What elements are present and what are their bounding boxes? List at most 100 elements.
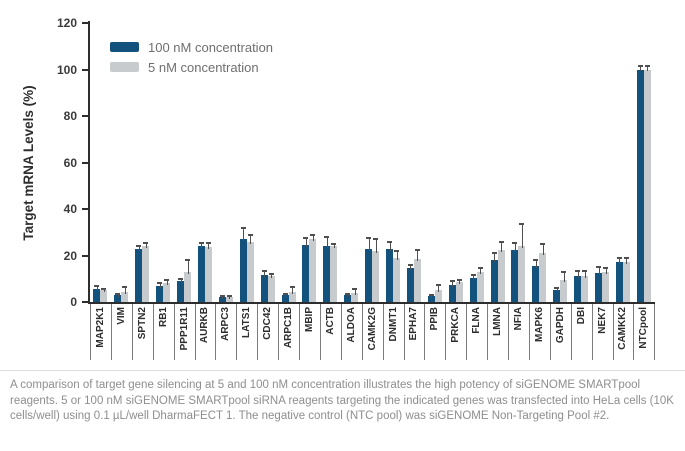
x-boundary-tick [403, 304, 405, 360]
y-tick [82, 254, 88, 257]
error-bar-cap [407, 263, 413, 266]
error-bar-line [459, 279, 461, 285]
error-bar-line [375, 239, 377, 253]
error-bar-cap [456, 278, 462, 281]
bar-100nm [448, 284, 456, 302]
bar-5nm [539, 253, 547, 302]
error-bar-cap [247, 233, 253, 236]
bar-100nm [177, 281, 185, 302]
error-bar-cap [519, 223, 525, 226]
error-bar-line [292, 286, 294, 294]
error-bar-cap [596, 266, 602, 269]
bar-100nm [239, 239, 247, 302]
error-bar-line [96, 285, 98, 292]
bar-5nm [204, 247, 212, 302]
bar-100nm [553, 290, 561, 302]
bar-100nm [93, 289, 101, 302]
error-bar-cap [282, 292, 288, 295]
bar-100nm [302, 245, 310, 302]
x-category-label: LATS1 [241, 307, 253, 338]
bar-5nm [622, 262, 630, 302]
error-bar-cap [205, 241, 211, 244]
chart-legend: 100 nM concentration 5 nM concentration [110, 37, 273, 77]
error-bar-cap [449, 280, 455, 283]
x-category-label: SPTN2 [136, 307, 148, 340]
bar-5nm [142, 246, 150, 302]
y-tick [82, 208, 88, 210]
bar-5nm [581, 276, 589, 302]
error-bar-line [473, 275, 475, 280]
error-bar-cap [164, 278, 170, 281]
bar-100nm [135, 248, 143, 302]
x-category-label: ALDOA [345, 307, 357, 343]
x-boundary-tick [110, 304, 112, 360]
x-category-label: EPHA7 [408, 307, 420, 341]
y-tick [82, 22, 88, 24]
error-bar-line [208, 242, 210, 250]
error-bar-cap [185, 259, 191, 262]
error-bar-cap [226, 295, 232, 298]
legend-swatch-100nm [110, 42, 139, 52]
y-tick-label: 100 [56, 62, 77, 77]
x-category-label: CDC42 [262, 307, 274, 340]
error-bar-cap [268, 273, 274, 276]
error-bar-line [117, 294, 119, 298]
error-bar-cap [240, 226, 246, 229]
bar-100nm [281, 295, 289, 302]
error-bar-line [640, 66, 642, 72]
error-bar-cap [582, 269, 588, 272]
error-bar-line [159, 283, 161, 288]
error-bar-cap [637, 65, 643, 67]
bar-100nm [260, 275, 268, 302]
x-category-label: LMNA [492, 307, 504, 336]
error-bar-line [647, 66, 649, 72]
error-bar-line [577, 270, 579, 279]
x-category-label: VIM [115, 307, 127, 325]
x-boundary-tick [508, 304, 509, 360]
error-bar-line [187, 260, 189, 274]
bar-100nm [218, 297, 226, 302]
bar-5nm [413, 258, 421, 302]
error-bar-line [501, 241, 503, 252]
error-bar-line [138, 246, 140, 251]
bar-5nm [330, 246, 338, 302]
error-bar-cap [491, 252, 497, 255]
error-bar-line [354, 289, 356, 295]
error-bar-line [124, 286, 126, 294]
bar-5nm [518, 246, 526, 302]
error-bar-cap [178, 277, 184, 280]
error-bar-cap [345, 293, 351, 296]
y-tick-label: 120 [56, 16, 77, 30]
legend-label-100nm: 100 nM concentration [148, 39, 274, 55]
bar-100nm [574, 276, 582, 302]
error-bar-cap [157, 282, 163, 285]
error-bar-line [542, 243, 544, 256]
bar-100nm [427, 296, 435, 302]
bar-5nm [455, 282, 463, 302]
error-bar-cap [428, 294, 434, 297]
error-bar-cap [366, 237, 372, 240]
bar-100nm [344, 295, 352, 302]
bar-5nm [434, 290, 442, 302]
legend-item-100nm: 100 nM concentration [110, 37, 273, 57]
error-bar-cap [261, 269, 267, 272]
y-tick-label: 0 [70, 295, 77, 309]
x-boundary-tick [382, 304, 384, 360]
error-bar-cap [310, 233, 316, 236]
x-boundary-tick [612, 304, 614, 360]
x-boundary-tick [131, 304, 133, 360]
x-category-label: CAMKK2 [617, 307, 629, 350]
bar-100nm [469, 277, 477, 302]
bar-100nm [365, 248, 373, 302]
x-axis-line [88, 302, 655, 304]
error-bar-cap [94, 284, 100, 287]
error-bar-cap [136, 245, 142, 248]
error-bar-cap [324, 235, 330, 238]
x-boundary-tick [424, 304, 426, 360]
error-bar-cap [554, 287, 560, 290]
bar-100nm [490, 260, 498, 302]
x-category-label: PPIB [429, 307, 441, 331]
x-boundary-tick [152, 304, 154, 360]
